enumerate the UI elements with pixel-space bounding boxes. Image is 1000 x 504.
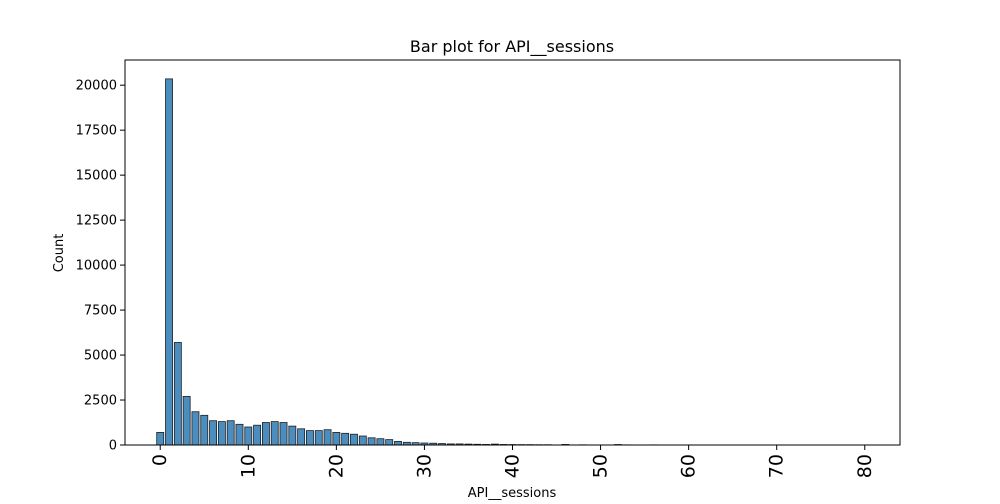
x-tick-label: 30 <box>413 454 435 478</box>
bar <box>254 425 261 445</box>
y-tick-label: 2500 <box>84 394 117 409</box>
y-tick-label: 15000 <box>76 169 117 184</box>
bar <box>192 412 199 445</box>
bar <box>386 440 393 445</box>
y-tick-label: 12500 <box>76 214 117 229</box>
bar <box>218 422 225 445</box>
y-axis-label: Count <box>52 234 67 273</box>
y-tick-label: 20000 <box>76 79 117 94</box>
bar <box>324 430 331 445</box>
bar <box>315 431 322 445</box>
x-tick-label: 40 <box>502 454 524 478</box>
bar <box>183 396 190 445</box>
bar <box>350 434 357 445</box>
y-tick-label: 17500 <box>76 124 117 139</box>
bar <box>368 438 375 445</box>
bar <box>359 436 366 445</box>
x-tick-label: 20 <box>325 454 347 478</box>
bar-series <box>157 79 869 445</box>
x-tick-label: 50 <box>590 454 612 478</box>
bar <box>271 422 278 445</box>
y-tick-label: 5000 <box>84 349 117 364</box>
bar <box>166 79 173 445</box>
bar <box>377 439 384 445</box>
y-axis: 0 2500 5000 7500 10000 12500 15000 17500 20000 <box>76 79 125 454</box>
x-tick-label: 80 <box>854 454 876 478</box>
bar <box>236 424 243 445</box>
bar <box>342 433 349 445</box>
bar <box>394 441 401 445</box>
y-tick-label: 10000 <box>76 259 117 274</box>
bar <box>262 423 269 445</box>
bar <box>157 432 164 445</box>
bar <box>210 421 217 445</box>
y-tick-label: 7500 <box>84 304 117 319</box>
x-axis-label: API__sessions <box>468 486 557 500</box>
x-tick-label: 0 <box>149 454 171 466</box>
bar <box>174 342 181 445</box>
x-axis: 0 10 20 30 40 50 60 70 80 <box>149 445 876 478</box>
x-tick-label: 60 <box>678 454 700 478</box>
y-tick-label: 0 <box>109 439 117 454</box>
bar <box>245 427 252 445</box>
plot-frame <box>125 60 900 445</box>
bar <box>333 432 340 445</box>
bar <box>306 431 313 445</box>
bar <box>280 423 287 445</box>
bar <box>227 421 234 445</box>
x-tick-label: 70 <box>766 454 788 478</box>
chart-title: Bar plot for API__sessions <box>410 37 614 57</box>
bar <box>201 415 208 445</box>
bar <box>289 426 296 445</box>
x-tick-label: 10 <box>237 454 259 478</box>
bar <box>298 429 305 445</box>
